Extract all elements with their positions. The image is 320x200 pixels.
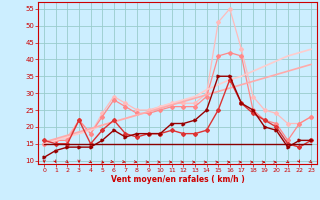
X-axis label: Vent moyen/en rafales ( km/h ): Vent moyen/en rafales ( km/h ) [111,175,244,184]
